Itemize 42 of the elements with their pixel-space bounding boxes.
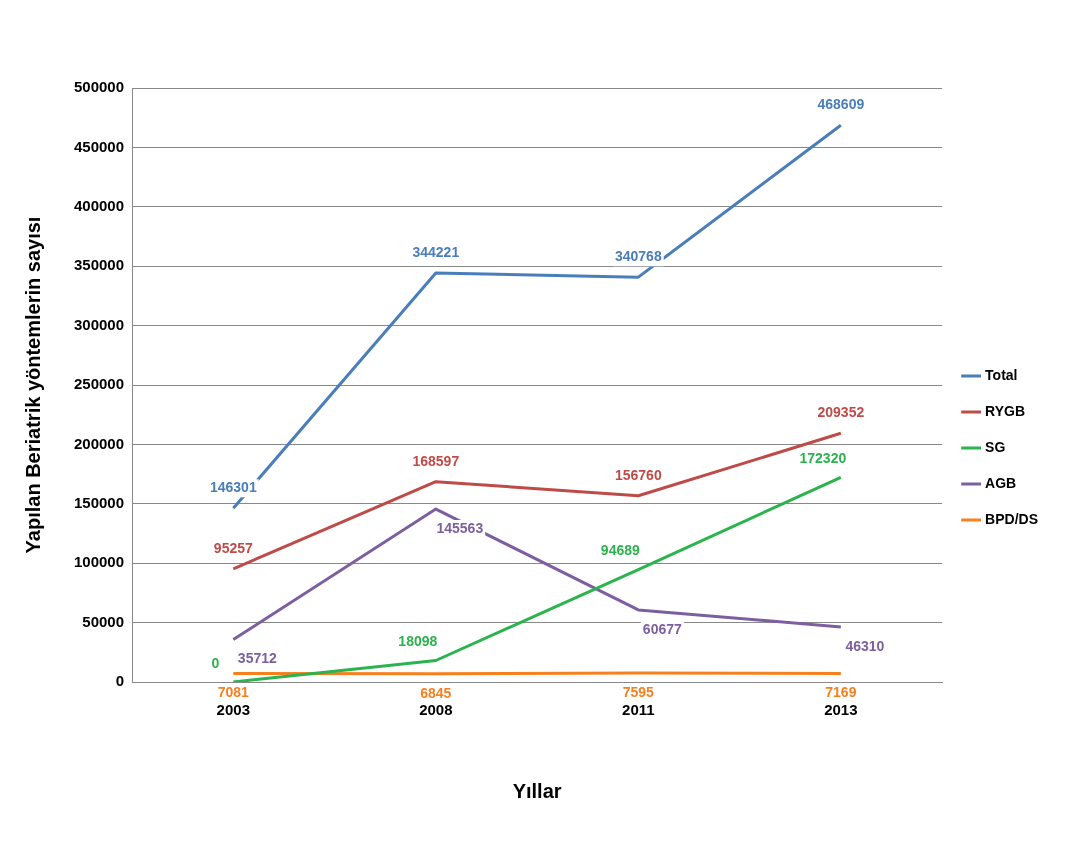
- y-tick-label: 450000: [73, 137, 125, 155]
- data-label: 340768: [614, 248, 662, 265]
- data-label: 95257: [213, 539, 253, 556]
- x-tick-label: 2008: [419, 701, 453, 719]
- x-axis-title: Yıllar: [512, 779, 562, 802]
- data-label: 156760: [614, 466, 662, 483]
- data-label: 18098: [398, 633, 438, 650]
- y-tick-label: 200000: [73, 434, 125, 452]
- data-label: 94689: [600, 542, 641, 559]
- data-label: 7595: [622, 683, 655, 700]
- y-axis-title: Yapılan Beriatrik yöntemlerin sayısı: [21, 216, 44, 554]
- data-label: 7081: [217, 684, 250, 701]
- y-tick-label: 250000: [73, 375, 125, 393]
- y-tick-label: 500000: [73, 78, 125, 96]
- data-label: 344221: [412, 243, 460, 260]
- data-label: 46310: [845, 637, 885, 654]
- data-label: 172320: [799, 450, 847, 467]
- y-tick-label: 100000: [73, 553, 125, 571]
- x-tick-label: 2011: [622, 701, 655, 719]
- legend-label: AGB: [985, 474, 1017, 491]
- legend-label: BPD/DS: [985, 510, 1039, 527]
- data-label: 145563: [436, 519, 484, 536]
- data-label: 146301: [209, 479, 257, 496]
- x-tick-label: 2003: [216, 701, 250, 719]
- legend-label: SG: [985, 438, 1006, 455]
- data-label: 468609: [817, 96, 865, 113]
- data-label: 168597: [412, 452, 460, 469]
- y-tick-label: 300000: [73, 315, 125, 333]
- data-label: 6845: [420, 684, 452, 701]
- legend-label: Total: [985, 366, 1018, 383]
- data-label: 35712: [237, 650, 277, 667]
- data-label: 60677: [642, 620, 683, 637]
- x-tick-label: 2013: [824, 701, 858, 719]
- data-label: 7169: [825, 684, 857, 701]
- y-tick-label: 0: [115, 672, 125, 690]
- y-tick-label: 350000: [73, 256, 125, 274]
- y-tick-label: 150000: [73, 493, 125, 511]
- data-label: 0: [211, 654, 220, 671]
- y-tick-label: 400000: [73, 196, 125, 214]
- y-tick-label: 50000: [82, 612, 125, 630]
- legend-label: RYGB: [985, 402, 1026, 419]
- data-label: 209352: [817, 404, 865, 421]
